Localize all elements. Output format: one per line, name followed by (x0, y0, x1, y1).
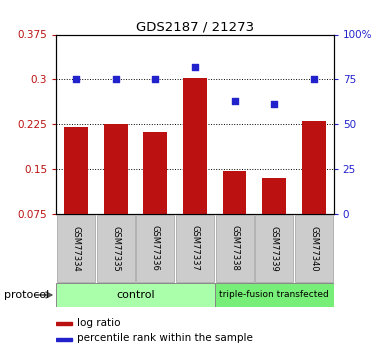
Point (271, 102, 277, 107)
Bar (262, 178, 286, 214)
Text: protocol: protocol (4, 290, 49, 300)
FancyBboxPatch shape (136, 215, 174, 282)
Bar (56, 338, 71, 341)
Text: log ratio: log ratio (77, 318, 121, 328)
Text: GSM77335: GSM77335 (111, 226, 120, 271)
Point (152, 77, 158, 82)
Bar (302, 121, 326, 214)
Text: GSM77340: GSM77340 (309, 226, 319, 271)
Text: GSM77339: GSM77339 (270, 226, 279, 271)
Text: GSM77336: GSM77336 (151, 226, 160, 271)
Bar (223, 171, 246, 214)
Text: GSM77337: GSM77337 (191, 226, 199, 271)
FancyBboxPatch shape (97, 215, 135, 282)
Point (311, 77, 317, 82)
Point (73, 77, 79, 82)
Title: GDS2187 / 21273: GDS2187 / 21273 (136, 20, 254, 33)
FancyBboxPatch shape (216, 215, 254, 282)
FancyBboxPatch shape (295, 215, 333, 282)
Bar (64, 127, 88, 214)
Bar (56, 323, 71, 325)
Point (113, 77, 119, 82)
Point (232, 98, 238, 104)
Text: GSM77338: GSM77338 (230, 226, 239, 271)
Text: control: control (116, 290, 155, 300)
FancyBboxPatch shape (57, 215, 95, 282)
FancyBboxPatch shape (255, 215, 293, 282)
FancyBboxPatch shape (215, 283, 334, 307)
Text: percentile rank within the sample: percentile rank within the sample (77, 334, 253, 343)
FancyBboxPatch shape (176, 215, 214, 282)
Bar (144, 132, 167, 214)
Point (192, 64, 198, 70)
Bar (104, 124, 128, 214)
FancyBboxPatch shape (56, 283, 215, 307)
Bar (183, 78, 207, 214)
Text: GSM77334: GSM77334 (71, 226, 81, 271)
Text: triple-fusion transfected: triple-fusion transfected (219, 290, 329, 299)
